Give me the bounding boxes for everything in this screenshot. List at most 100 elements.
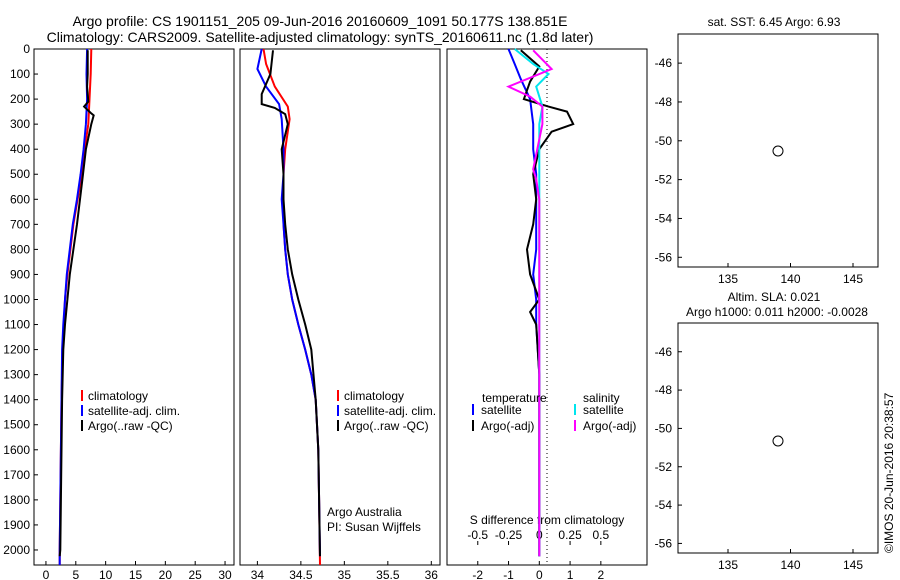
x-tick-label-top: -0.5 bbox=[467, 528, 488, 542]
y-tick-label: 400 bbox=[10, 142, 30, 156]
y-tick-label: 100 bbox=[10, 67, 30, 81]
y-tick-label: 0 bbox=[23, 42, 30, 56]
legend-label: Argo(-adj) bbox=[583, 419, 636, 433]
map-y-tick-label: -56 bbox=[655, 536, 673, 550]
y-tick-label: 1700 bbox=[3, 468, 30, 482]
salinity-plot-frame bbox=[239, 48, 441, 566]
sst-map-title: sat. SST: 6.45 Argo: 6.93 bbox=[708, 15, 841, 29]
map-x-tick-label: 135 bbox=[718, 558, 738, 572]
legend-label: Argo(-adj) bbox=[481, 419, 534, 433]
y-tick-label: 2000 bbox=[3, 543, 30, 557]
y-tick-label: 300 bbox=[10, 117, 30, 131]
x-tick-label: 34.5 bbox=[289, 568, 313, 580]
x-tick-label-top: -0.25 bbox=[495, 528, 523, 542]
map-y-tick-label: -48 bbox=[655, 95, 673, 109]
x-tick-label: 35.5 bbox=[376, 568, 400, 580]
x-tick-label: 35 bbox=[338, 568, 352, 580]
x-tick-label: 0 bbox=[536, 568, 543, 580]
legend-label: Argo(..raw -QC) bbox=[344, 419, 429, 433]
x-tick-label: 1 bbox=[567, 568, 574, 580]
x-tick-label: 2 bbox=[598, 568, 605, 580]
legend-header-temperature: temperature bbox=[482, 391, 547, 405]
y-tick-label: 1300 bbox=[3, 368, 30, 382]
y-tick-label: 600 bbox=[10, 192, 30, 206]
x-tick-label-top: 0.25 bbox=[558, 528, 582, 542]
x-tick-label-top: 0.5 bbox=[593, 528, 610, 542]
y-tick-label: 1200 bbox=[3, 343, 30, 357]
y-tick-label: 200 bbox=[10, 92, 30, 106]
map-y-tick-label: -54 bbox=[655, 211, 673, 225]
sla-map-frame bbox=[677, 322, 879, 554]
sla-map-subtitle: Argo h1000: 0.011 h2000: -0.0028 bbox=[686, 305, 868, 319]
map-x-tick-label: 145 bbox=[843, 558, 863, 572]
series-line-temperature-satellite bbox=[507, 48, 541, 557]
sst-map-frame bbox=[677, 33, 879, 268]
series-line-salinity-argo-adj- bbox=[505, 49, 554, 557]
x-tick-label: 34 bbox=[251, 568, 265, 580]
map-x-tick-label: 140 bbox=[780, 272, 800, 286]
y-tick-label: 500 bbox=[10, 167, 30, 181]
x-tick-label: 5 bbox=[72, 568, 79, 580]
x-tick-label: 25 bbox=[189, 568, 203, 580]
x-tick-label: -1 bbox=[503, 568, 514, 580]
legend-label: satellite bbox=[481, 403, 522, 417]
y-tick-label: 1000 bbox=[3, 292, 30, 306]
map-y-tick-label: -50 bbox=[655, 134, 673, 148]
y-tick-label: 1600 bbox=[3, 443, 30, 457]
y-tick-label: 700 bbox=[10, 217, 30, 231]
y-tick-label: 900 bbox=[10, 267, 30, 281]
temperature-plot: 0100200300400500600700800900100011001200… bbox=[3, 42, 232, 580]
legend-label: climatology bbox=[88, 389, 148, 403]
map-y-tick-label: -50 bbox=[655, 421, 673, 435]
series-line-argo-raw-qc- bbox=[260, 50, 321, 557]
y-tick-label: 1800 bbox=[3, 493, 30, 507]
sla-map-axes: 135 140 145 -46 -48 -50 -52 -54 -56 bbox=[655, 345, 864, 572]
y-tick-label: 1900 bbox=[3, 518, 30, 532]
legend-label: satellite-adj. clim. bbox=[344, 404, 436, 418]
x-tick-label: 10 bbox=[99, 568, 113, 580]
legend-label: satellite-adj. clim. bbox=[88, 404, 180, 418]
difference-plot-frame bbox=[446, 48, 648, 566]
argo-location-marker-sla bbox=[772, 435, 784, 447]
map-y-tick-label: -54 bbox=[655, 498, 673, 512]
map-y-tick-label: -46 bbox=[655, 56, 673, 70]
map-x-tick-label: 135 bbox=[718, 272, 738, 286]
map-x-tick-label: 140 bbox=[780, 558, 800, 572]
legend-label: climatology bbox=[344, 389, 404, 403]
series-line-satellite-adj-clim- bbox=[58, 48, 89, 565]
legend-label: Argo(..raw -QC) bbox=[88, 419, 173, 433]
chart-title: Argo profile: CS 1901151_205 09-Jun-2016… bbox=[72, 13, 568, 29]
y-tick-label: 1100 bbox=[4, 318, 30, 332]
x-tick-label: 15 bbox=[129, 568, 143, 580]
series-line-temperature-argo-adj- bbox=[520, 49, 575, 557]
y-tick-label: 1400 bbox=[3, 393, 30, 407]
x-tick-label: 20 bbox=[159, 568, 173, 580]
x-tick-label: 36 bbox=[425, 568, 439, 580]
chart-subtitle: Climatology: CARS2009. Satellite-adjuste… bbox=[46, 29, 594, 45]
difference-plot: -2-1012T difference from climatologyS di… bbox=[467, 48, 636, 580]
series-line-argo-raw-qc- bbox=[58, 50, 95, 557]
pi-label: PI: Susan Wijffels bbox=[327, 520, 421, 534]
argo-australia-label: Argo Australia bbox=[327, 505, 402, 519]
series-line-climatology bbox=[262, 48, 321, 566]
salinity-plot: 3434.53535.536salinityclimatologysatelli… bbox=[251, 48, 439, 580]
y-tick-label: 1500 bbox=[3, 418, 30, 432]
legend-header-salinity: salinity bbox=[583, 391, 620, 405]
map-y-tick-label: -46 bbox=[655, 345, 673, 359]
sla-map-title: Altim. SLA: 0.021 bbox=[728, 290, 821, 304]
map-y-tick-label: -48 bbox=[655, 383, 673, 397]
credit-text: ©IMOS 20-Jun-2016 20:38:57 bbox=[882, 392, 896, 553]
series-line-salinity-satellite bbox=[514, 48, 551, 557]
argo-location-marker-sst bbox=[772, 145, 784, 157]
y-tick-label: 800 bbox=[10, 242, 30, 256]
map-y-tick-label: -52 bbox=[655, 460, 673, 474]
x-tick-label: 0 bbox=[43, 568, 50, 580]
sst-map-axes: 135 140 145 -46 -48 -50 -52 -54 -56 bbox=[655, 56, 864, 286]
x-axis-label-top: S difference from climatology bbox=[470, 513, 625, 527]
x-tick-label: -2 bbox=[472, 568, 483, 580]
map-x-tick-label: 145 bbox=[843, 272, 863, 286]
map-y-tick-label: -52 bbox=[655, 173, 673, 187]
x-tick-label: 30 bbox=[218, 568, 232, 580]
temperature-plot-frame bbox=[33, 48, 235, 566]
